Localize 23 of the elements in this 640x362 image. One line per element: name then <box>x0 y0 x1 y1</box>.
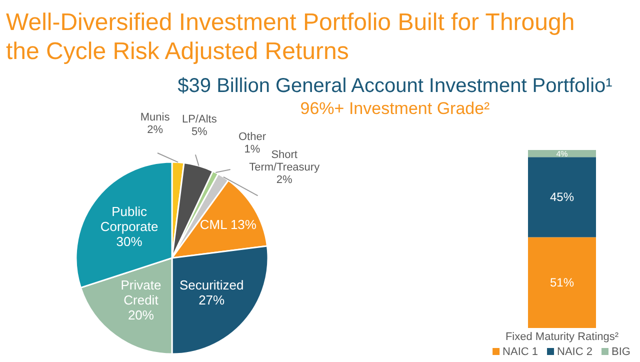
slice-label: Securitized <box>179 277 244 292</box>
chart-title: Well-Diversified Investment Portfolio Built for Through the Cycle Risk Adjusted Returns <box>6 9 575 65</box>
data-label: 5% <box>191 126 208 138</box>
text: 96%+ Investment Grade² <box>300 99 490 118</box>
legend-label: NAIC 1 <box>502 346 538 358</box>
data-label: 45% <box>550 190 574 204</box>
slice-label: LP/Alts <box>182 114 218 126</box>
legend-label: NAIC 2 <box>557 346 592 358</box>
data-label: 2% <box>147 124 164 136</box>
data-label: 27% <box>198 292 226 308</box>
data-label: 4% <box>556 150 568 159</box>
x-axis-title: Fixed Maturity Ratings² <box>505 331 619 343</box>
slice-label: Munis <box>140 112 170 124</box>
data-label: 20% <box>128 308 154 323</box>
slice-label: Other <box>238 130 266 143</box>
slice-label: Private Credit <box>120 278 162 308</box>
legend-label: BIG <box>611 346 630 358</box>
slice-label: Public Corporate <box>100 204 158 234</box>
slice-label: CML 13% <box>200 216 257 232</box>
text: $39 Billion General Account Investment Portfolio¹ <box>178 75 613 97</box>
data-label: 51% <box>550 276 574 290</box>
data-label: 2% <box>276 174 293 186</box>
data-label: 30% <box>116 234 143 249</box>
